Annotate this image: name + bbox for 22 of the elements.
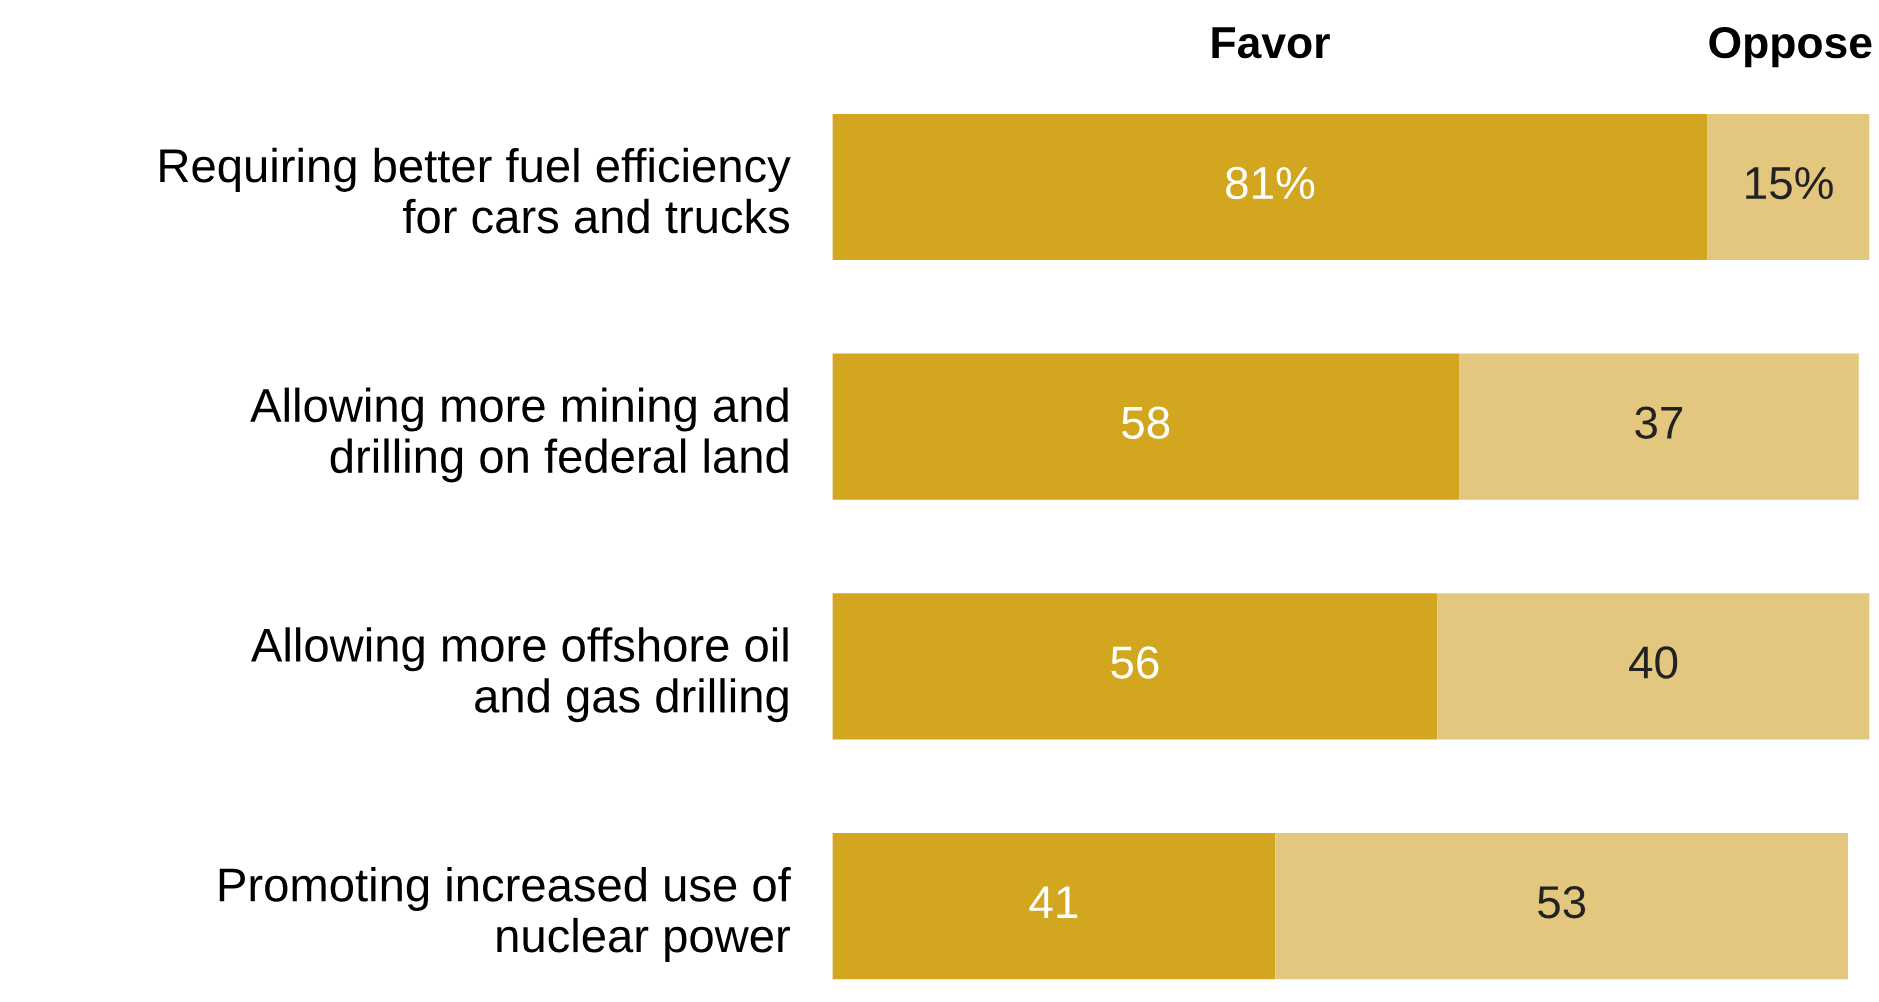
bar: [832, 353, 1460, 500]
data-label: 37: [1635, 406, 1683, 439]
data-label: 15%: [1746, 167, 1833, 200]
data-label: 53: [1538, 885, 1586, 919]
y-tick-label: Promoting increased use of nuclear power: [219, 867, 791, 962]
bar: [1707, 113, 1870, 261]
y-tick-label: Requiring better fuel efficiency for cars and trucks: [160, 147, 791, 234]
data-label: 56: [1111, 646, 1159, 679]
bar: [832, 833, 1276, 980]
data-label: 58: [1122, 406, 1170, 439]
bar: [832, 593, 1438, 740]
data-label: 41: [1029, 886, 1078, 918]
series-label: Favor: [1212, 27, 1330, 59]
data-label: 40: [1629, 646, 1678, 679]
y-tick-label: Allowing more offshore oil and gas drilling: [251, 627, 788, 723]
series-label: Oppose: [1709, 26, 1872, 68]
bar: [1275, 833, 1848, 980]
y-tick-label: Allowing more mining and drilling on federal land: [250, 387, 788, 483]
data-label: 81%: [1226, 166, 1315, 200]
bar: [1437, 593, 1870, 740]
bar: [832, 113, 1708, 261]
bar: [1459, 353, 1859, 500]
